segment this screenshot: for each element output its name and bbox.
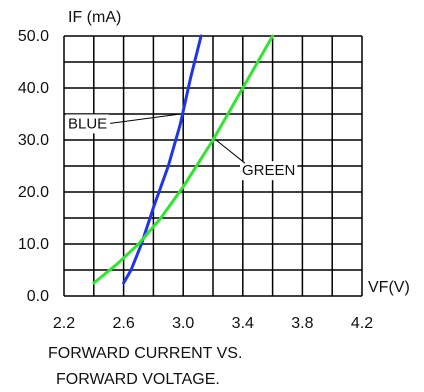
y-tick-label: 30.0 (18, 132, 49, 149)
annotation-blue-label: BLUE (68, 115, 107, 132)
x-tick-label: 3.0 (172, 315, 194, 332)
y-tick-label: 40.0 (18, 80, 49, 97)
series-line-blue (122, 34, 203, 285)
x-tick-label: 3.4 (232, 315, 254, 332)
axis-layer: IF (mA) VF(V) (68, 9, 410, 296)
annotation-blue-leader (110, 113, 181, 124)
chart-caption-line-1: FORWARD CURRENT VS. (48, 345, 242, 362)
x-tick-label: 2.6 (112, 315, 134, 332)
chart-caption-line-2: FORWARD VOLTAGE. (56, 371, 220, 388)
y-tick-label: 10.0 (18, 236, 49, 253)
y-tick-label: 50.0 (18, 28, 49, 45)
annotation-blue-label-bg (66, 114, 110, 134)
annotation-green-label: GREEN (242, 162, 295, 179)
annotation-layer: BLUE GREEN (66, 113, 298, 181)
x-tick-label: 4.2 (351, 315, 373, 332)
annotation-green-leader (215, 139, 246, 164)
chart-caption: FORWARD CURRENT VS. FORWARD VOLTAGE. (48, 345, 242, 388)
grid-layer (63, 35, 363, 297)
x-tick-label: 2.2 (53, 315, 75, 332)
y-tick-label: 20.0 (18, 184, 49, 201)
series-line-green (92, 34, 275, 285)
y-axis-title: IF (mA) (68, 9, 121, 26)
annotation-green-label-bg (240, 161, 298, 181)
x-tick-label: 3.8 (291, 315, 313, 332)
x-axis-title: VF(V) (368, 279, 410, 296)
y-tick-label: 0.0 (27, 288, 49, 305)
series-layer (92, 34, 275, 285)
tick-layer: 2.2 2.6 3.0 3.4 3.8 4.2 0.0 10.0 20.0 30.0 40.0 50.… (18, 28, 373, 332)
